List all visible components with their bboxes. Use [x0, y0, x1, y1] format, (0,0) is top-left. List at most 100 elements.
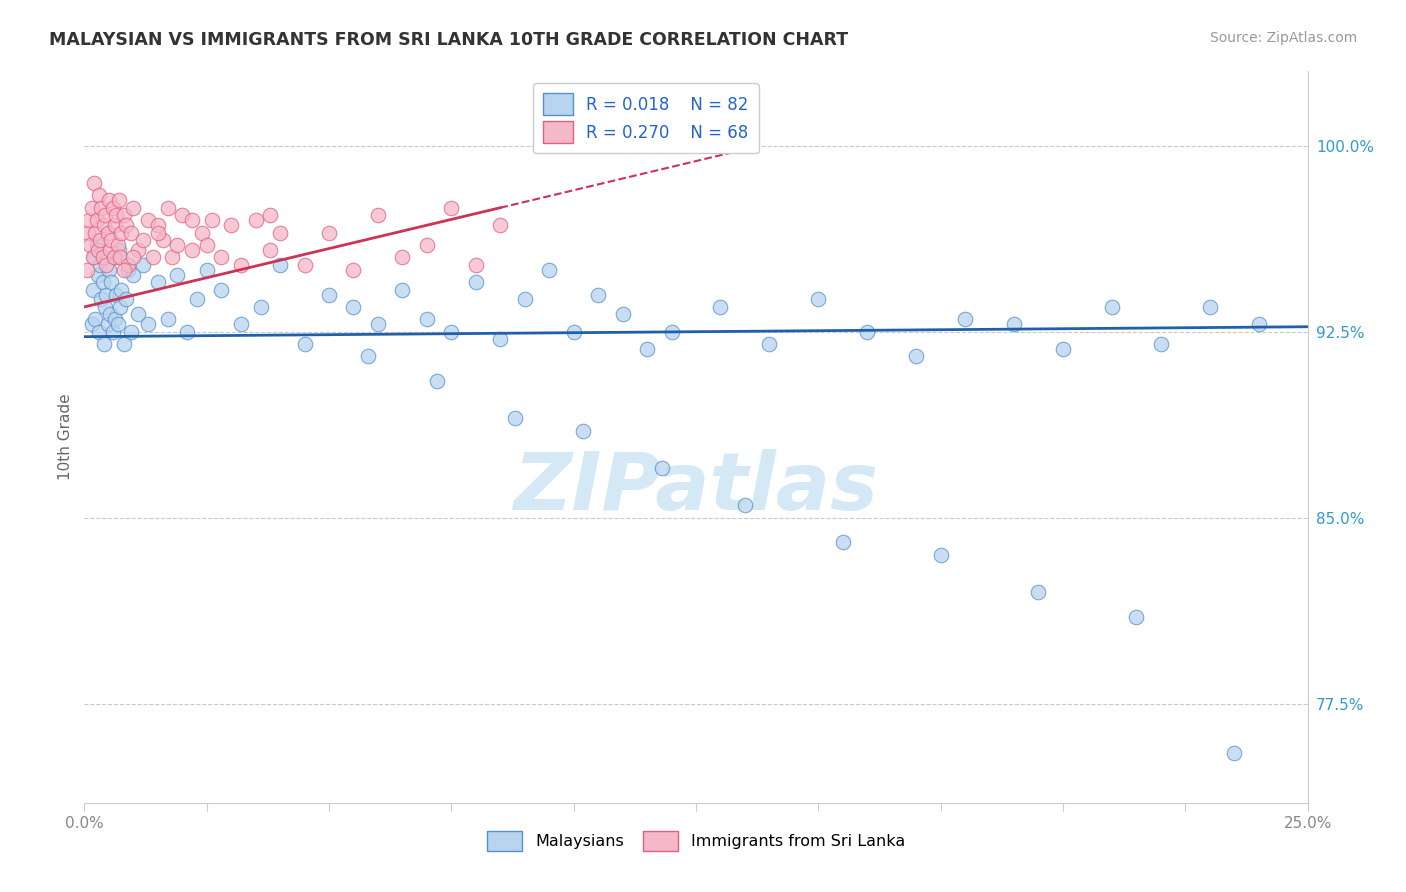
Point [357, 350, 380, 364]
Point [758, 337, 780, 351]
Point [79, 238, 101, 252]
Point [122, 250, 145, 264]
Point [122, 268, 145, 282]
Point [176, 325, 198, 339]
Point [156, 201, 179, 215]
Point [136, 213, 159, 227]
Point [651, 461, 673, 475]
Point [1125, 610, 1147, 624]
Point [186, 293, 208, 307]
Point [156, 312, 179, 326]
Point [440, 325, 463, 339]
Point [142, 250, 165, 264]
Point [127, 243, 149, 257]
Point [97, 194, 120, 208]
Point [513, 293, 536, 307]
Point [259, 243, 281, 257]
Point [117, 258, 139, 272]
Point [367, 208, 389, 222]
Point [146, 226, 169, 240]
Point [86, 238, 108, 252]
Point [120, 325, 142, 339]
Point [440, 201, 463, 215]
Point [112, 337, 135, 351]
Point [112, 262, 135, 277]
Point [318, 226, 340, 240]
Point [1247, 318, 1270, 332]
Point [94, 300, 117, 314]
Point [905, 350, 928, 364]
Text: Source: ZipAtlas.com: Source: ZipAtlas.com [1209, 31, 1357, 45]
Point [1028, 585, 1050, 599]
Point [209, 250, 232, 264]
Point [83, 250, 105, 264]
Point [1150, 337, 1173, 351]
Point [100, 233, 122, 247]
Point [195, 238, 218, 252]
Point [162, 250, 184, 264]
Point [132, 233, 155, 247]
Point [136, 318, 159, 332]
Point [503, 411, 526, 425]
Point [80, 201, 103, 215]
Point [97, 262, 120, 277]
Point [636, 342, 658, 356]
Point [342, 300, 364, 314]
Point [100, 275, 122, 289]
Point [709, 300, 731, 314]
Point [82, 283, 104, 297]
Point [87, 188, 110, 202]
Point [269, 258, 291, 272]
Point [115, 218, 138, 232]
Point [112, 208, 135, 222]
Point [89, 258, 111, 272]
Point [1223, 746, 1246, 760]
Point [249, 300, 271, 314]
Point [101, 201, 124, 215]
Point [115, 293, 138, 307]
Legend: Malaysians, Immigrants from Sri Lanka: Malaysians, Immigrants from Sri Lanka [481, 825, 911, 857]
Point [294, 258, 316, 272]
Point [464, 258, 486, 272]
Point [93, 337, 115, 351]
Point [489, 332, 512, 346]
Point [84, 226, 107, 240]
Point [93, 218, 115, 232]
Point [98, 243, 121, 257]
Point [391, 250, 413, 264]
Point [77, 213, 100, 227]
Point [200, 213, 222, 227]
Point [89, 233, 111, 247]
Point [1198, 300, 1220, 314]
Point [831, 535, 853, 549]
Point [98, 307, 121, 321]
Point [90, 201, 112, 215]
Point [586, 287, 609, 301]
Point [166, 238, 188, 252]
Point [209, 283, 232, 297]
Point [101, 325, 124, 339]
Point [269, 226, 291, 240]
Point [152, 233, 174, 247]
Point [104, 218, 127, 232]
Point [856, 325, 879, 339]
Point [91, 275, 114, 289]
Point [229, 258, 252, 272]
Point [181, 243, 204, 257]
Point [1101, 300, 1123, 314]
Point [229, 318, 252, 332]
Point [1002, 318, 1025, 332]
Point [107, 194, 129, 208]
Point [245, 213, 267, 227]
Point [97, 226, 120, 240]
Point [87, 268, 110, 282]
Point [107, 318, 129, 332]
Point [107, 238, 129, 252]
Point [612, 307, 634, 321]
Point [572, 424, 595, 438]
Point [538, 262, 561, 277]
Point [342, 262, 364, 277]
Point [120, 226, 142, 240]
Point [77, 226, 100, 240]
Point [464, 275, 486, 289]
